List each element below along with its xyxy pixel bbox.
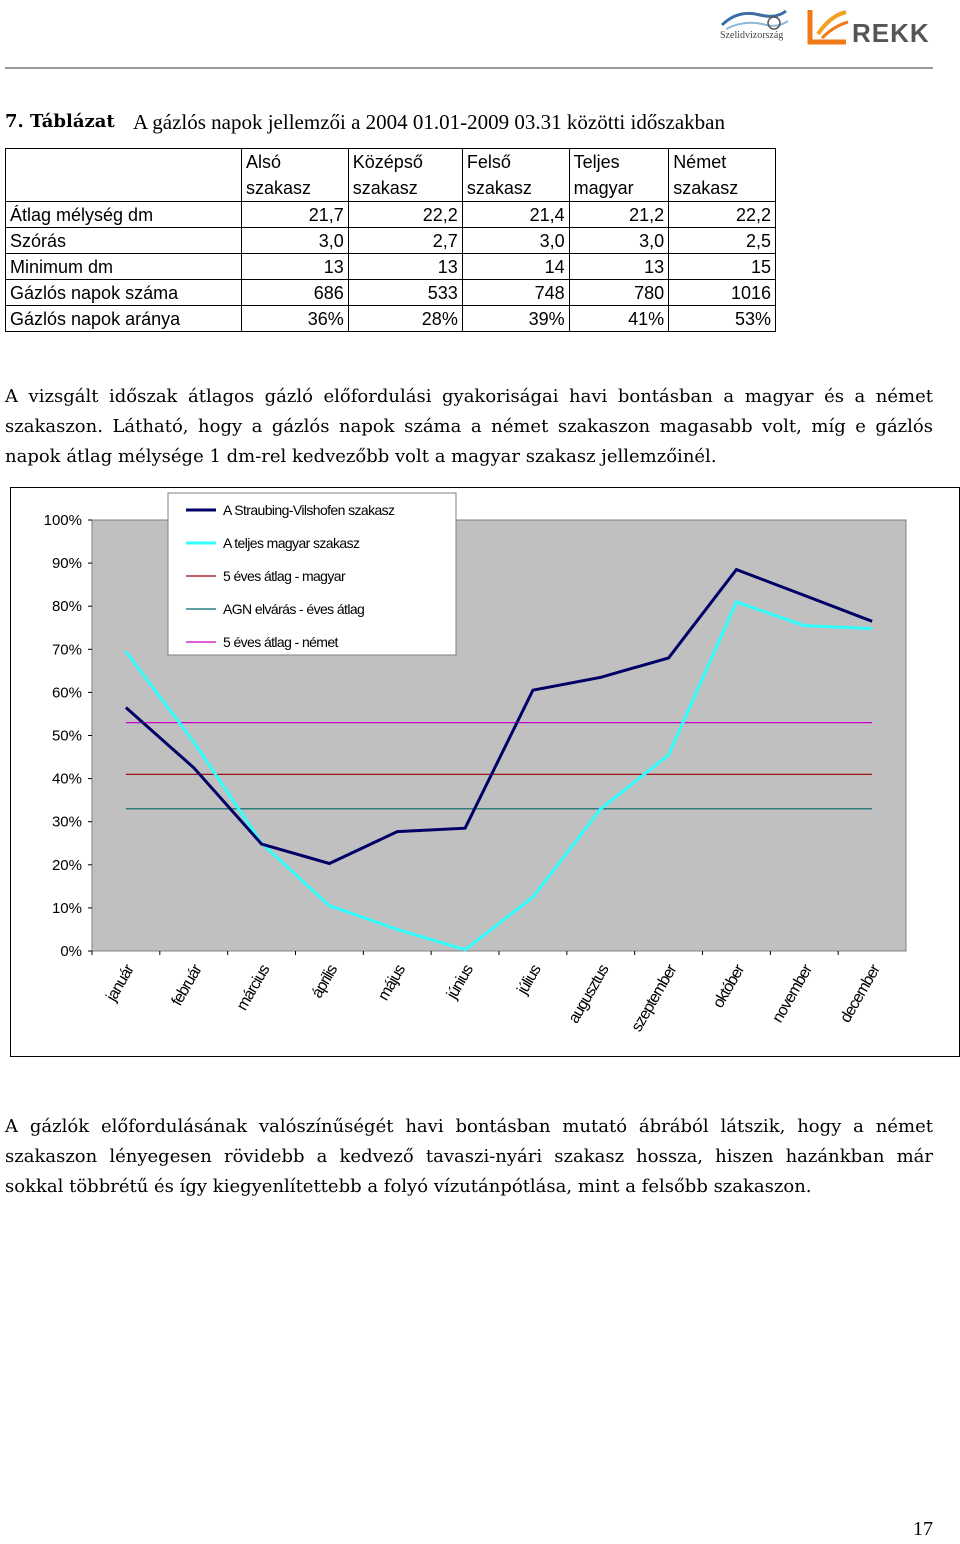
table-cell: 13 <box>241 253 349 280</box>
table-row: Gázlós napok száma 686 533 748 780 1016 <box>5 279 776 306</box>
table-cell: 28% <box>347 305 463 332</box>
rekk-logo-icon <box>807 10 849 45</box>
table-cell: 3,0 <box>461 227 570 254</box>
legend-entry: AGN elvárás - éves átlag <box>223 601 364 617</box>
legend-box <box>167 492 457 656</box>
caption-title: A gázlós napok jellemzői a 2004 01.01-20… <box>133 110 725 134</box>
table-cell: 39% <box>461 305 570 332</box>
y-tick-label: 20% <box>52 857 82 874</box>
legend-entry: 5 éves átlag - magyar <box>223 568 346 584</box>
column-header: Alsó szakasz <box>241 148 349 202</box>
y-tick-label: 80% <box>52 598 82 615</box>
table-cell: 780 <box>568 279 670 306</box>
y-tick-label: 90% <box>52 555 82 572</box>
page-header: Szelidvizország REKK <box>0 0 960 70</box>
table-cell: 533 <box>347 279 463 306</box>
table-cell: 1016 <box>668 279 776 306</box>
y-tick-label: 50% <box>52 728 82 745</box>
legend-entry: A Straubing-Vilshofen szakasz <box>223 502 395 518</box>
y-tick-label: 60% <box>52 684 82 701</box>
caption-number: 7. Táblázat <box>5 111 115 132</box>
table-cell: 41% <box>568 305 670 332</box>
y-tick-label: 30% <box>52 814 82 831</box>
stats-table: Alsó szakasz Középső szakasz Felső szakasz … <box>5 148 776 332</box>
table-row: Minimum dm 13 13 14 13 15 <box>5 253 776 280</box>
table-cell: 15 <box>668 253 776 280</box>
legend-entry: 5 éves átlag - német <box>223 634 339 650</box>
table-cell: 13 <box>347 253 463 280</box>
column-header: Teljes magyar <box>568 148 670 202</box>
table-cell: 686 <box>241 279 349 306</box>
table-cell: 2,7 <box>347 227 463 254</box>
column-header: Középső szakasz <box>347 148 463 202</box>
table-cell: 21,4 <box>461 201 570 228</box>
conclusion-paragraph: A gázlók előfordulásának valószínűségét … <box>5 1116 933 1197</box>
y-tick-label: 0% <box>60 943 82 960</box>
logo2-text: REKK <box>852 18 930 48</box>
column-header: Felső szakasz <box>461 148 570 202</box>
table-corner-cell <box>5 148 242 202</box>
table-cell: 22,2 <box>347 201 463 228</box>
table-row: Gázlós napok aránya 36% 28% 39% 41% 53% <box>5 305 776 332</box>
series-line-0 <box>124 567 873 866</box>
table-cell: 2,5 <box>668 227 776 254</box>
y-tick-label: 100% <box>44 512 82 529</box>
table-cell: 21,7 <box>241 201 349 228</box>
intro-paragraph: A vizsgált időszak átlagos gázló előford… <box>5 386 933 467</box>
column-header: Német szakasz <box>668 148 776 202</box>
table-row: Szórás 3,0 2,7 3,0 3,0 2,5 <box>5 227 776 254</box>
page-number: 17 <box>913 1518 933 1540</box>
szelidvizorszag-logo-icon <box>720 9 789 30</box>
table-cell: 13 <box>568 253 670 280</box>
table-cell: 3,0 <box>241 227 349 254</box>
y-tick-label: 10% <box>52 900 82 917</box>
table-row: Átlag mélység dm 21,7 22,2 21,4 21,2 22,… <box>5 201 776 228</box>
monthly-ford-chart: 0%10%20%30%40%50%60%70%80%90%100%január f… <box>10 487 960 1057</box>
y-tick-label: 70% <box>52 641 82 658</box>
row-label: Gázlós napok száma <box>5 279 242 306</box>
table-cell: 22,2 <box>668 201 776 228</box>
table-caption: 7. Táblázat A gázlós napok jellemzői a 2… <box>5 110 725 134</box>
table-header-row: Alsó szakasz Középső szakasz Felső szakasz … <box>5 148 776 202</box>
legend-entry: A teljes magyar szakasz <box>223 535 360 551</box>
table-cell: 748 <box>461 279 570 306</box>
series-line-1 <box>124 600 873 952</box>
table-cell: 53% <box>668 305 776 332</box>
row-label: Minimum dm <box>5 253 242 280</box>
logo1-text: Szelidvizország <box>720 30 784 41</box>
row-label: Szórás <box>5 227 242 254</box>
table-cell: 36% <box>241 305 349 332</box>
header-divider <box>5 67 933 69</box>
row-label: Átlag mélység dm <box>5 201 242 228</box>
y-tick-label: 40% <box>52 771 82 788</box>
table-cell: 21,2 <box>568 201 670 228</box>
row-label: Gázlós napok aránya <box>5 305 242 332</box>
table-cell: 14 <box>461 253 570 280</box>
table-cell: 3,0 <box>568 227 670 254</box>
